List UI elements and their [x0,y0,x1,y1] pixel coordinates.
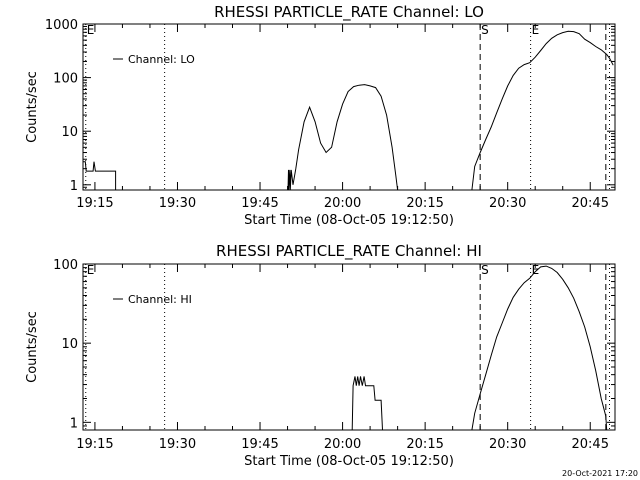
y-tick-label: 1 [70,416,78,431]
legend-label: Channel: LO [128,53,195,66]
y-tick-label: 1 [70,179,78,194]
chart-title: RHESSI PARTICLE_RATE Channel: LO [214,3,484,22]
chart-panel-lo: RHESSI PARTICLE_RATE Channel: LO 1 10 100 10… [25,3,616,228]
event-marker-label: E [532,263,540,277]
footer-timestamp: 20-Oct-2021 17:20 [562,469,638,478]
y-tick-label: 100 [53,72,78,87]
x-axis-label: Start Time (08-Oct-05 19:12:50) [244,213,454,228]
chart-title: RHESSI PARTICLE_RATE Channel: HI [216,242,482,261]
x-tick-label: 20:45 [572,196,609,211]
y-tick-label: 1000 [45,18,78,33]
series-line-segment [287,84,399,191]
event-marker-label: E [532,23,540,37]
x-tick-label: 20:15 [406,437,443,452]
y-tick-label: 100 [53,258,78,273]
x-tick-label: 19:30 [159,437,196,452]
series-line-segment [351,376,383,431]
x-tick-label: 20:30 [489,437,526,452]
x-tick-label: 19:15 [76,437,113,452]
x-tick-label: 19:45 [241,437,278,452]
x-tick-label: 20:45 [572,437,609,452]
event-marker-label: E [87,23,95,37]
chart-panel-hi: RHESSI PARTICLE_RATE Channel: HI 1 10 100 19… [25,242,616,469]
x-tick-label: 20:15 [406,196,443,211]
x-tick-label: 19:45 [241,196,278,211]
y-tick-label: 10 [61,337,78,352]
y-tick-label: 10 [61,125,78,140]
x-axis-label: Start Time (08-Oct-05 19:12:50) [244,454,454,469]
series-line-segment [471,30,614,191]
x-tick-label: 20:30 [489,196,526,211]
event-marker-label: S [481,263,489,277]
y-axis-label: Counts/sec [25,71,40,143]
plot-frame [82,263,616,431]
x-tick-label: 20:00 [324,437,361,452]
x-tick-label: 19:15 [76,196,113,211]
event-marker-label: S [481,23,489,37]
event-marker-label: E [87,263,95,277]
series-line-segment [83,161,117,190]
plot-frame [82,23,616,191]
legend-label: Channel: HI [128,293,192,306]
y-axis-label: Counts/sec [25,311,40,383]
x-tick-label: 19:30 [159,196,196,211]
x-tick-label: 20:00 [324,196,361,211]
series-line-segment [471,265,608,431]
